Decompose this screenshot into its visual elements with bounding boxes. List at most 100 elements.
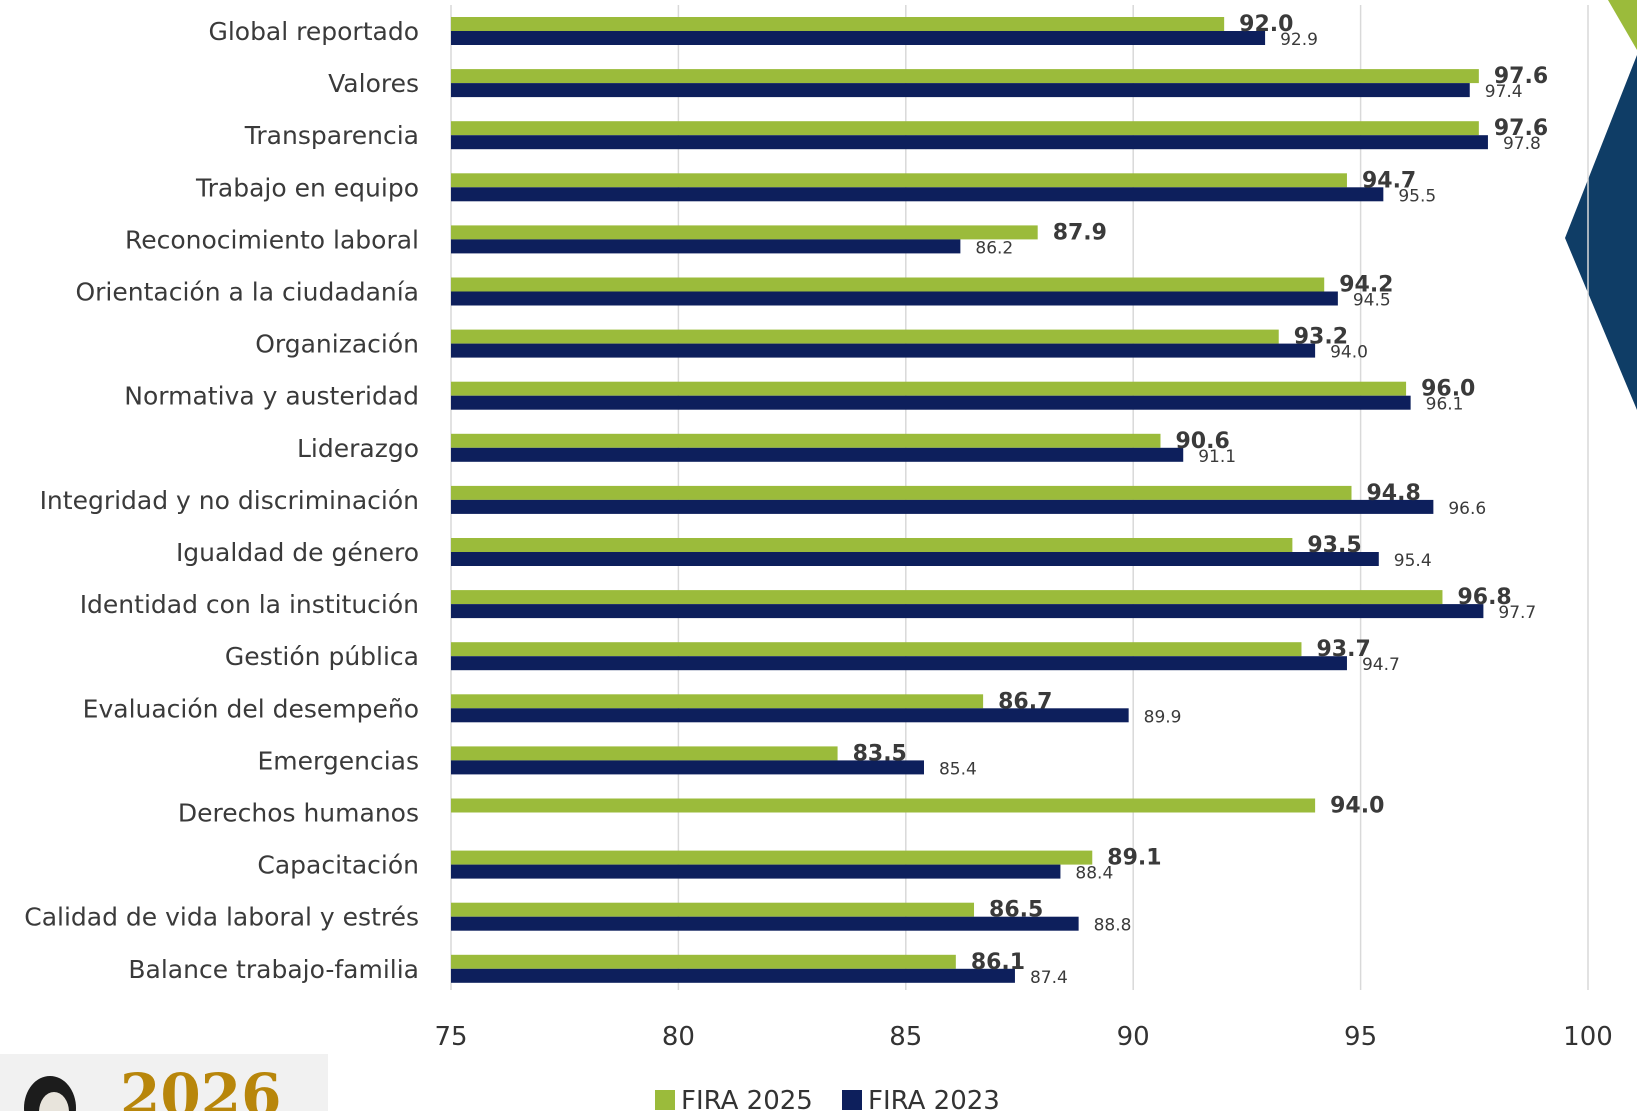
data-label-fira-2025-orientacion-a-la-ciudadania: 94.2 xyxy=(1339,273,1393,298)
data-label-fira-2023-normativa-y-austeridad: 96.1 xyxy=(1426,395,1464,415)
data-label-fira-2023-igualdad-de-genero: 95.4 xyxy=(1394,551,1432,571)
legend-label-fira-2023: FIRA 2023 xyxy=(868,1086,1000,1111)
bar-fira-2023-integridad-y-no-discriminacion xyxy=(451,499,1434,514)
data-label-fira-2023-identidad-con-la-institucion: 97.7 xyxy=(1498,603,1536,623)
bar-fira-2023-identidad-con-la-institucion xyxy=(451,604,1484,619)
bar-fira-2023-igualdad-de-genero xyxy=(451,552,1379,566)
data-label-fira-2023-calidad-de-vida-laboral-y-estres: 88.8 xyxy=(1094,916,1132,936)
bar-fira-2023-transparencia xyxy=(451,135,1488,150)
data-label-fira-2023-transparencia: 97.8 xyxy=(1503,134,1541,154)
category-label-liderazgo: Liderazgo xyxy=(297,434,419,463)
data-label-fira-2023-organizacion: 94.0 xyxy=(1330,343,1368,363)
data-label-fira-2023-trabajo-en-equipo: 95.5 xyxy=(1398,186,1436,206)
bar-fira-2025-derechos-humanos xyxy=(451,798,1316,813)
data-label-fira-2023-emergencias: 85.4 xyxy=(939,759,977,779)
bar-fira-2023-reconocimiento-laboral xyxy=(451,239,961,254)
category-label-integridad-y-no-discriminacion: Integridad y no discriminación xyxy=(40,486,419,515)
data-label-fira-2023-capacitacion: 88.4 xyxy=(1075,864,1113,884)
logo-year: 2026 xyxy=(120,1061,281,1111)
category-label-emergencias: Emergencias xyxy=(258,746,420,775)
data-label-fira-2025-trabajo-en-equipo: 94.7 xyxy=(1362,168,1416,193)
bar-fira-2023-gestion-publica xyxy=(451,656,1347,671)
bar-fira-2023-capacitacion xyxy=(451,864,1061,879)
category-label-gestion-publica: Gestión pública xyxy=(225,642,419,671)
data-label-fira-2025-evaluacion-del-desempeno: 86.7 xyxy=(998,689,1052,714)
bar-fira-2023-emergencias xyxy=(451,760,924,775)
x-axis-ticks: 75 80 85 90 95 100 xyxy=(434,1022,1612,1052)
category-label-global-reportado: Global reportado xyxy=(208,17,419,46)
bar-fira-2025-evaluacion-del-desempeno xyxy=(451,694,984,709)
bar-fira-2025-transparencia xyxy=(451,121,1479,136)
legend: FIRA 2025 FIRA 2023 xyxy=(655,1086,1000,1111)
bar-fira-2023-balance-trabajo-familia xyxy=(451,968,1015,983)
bar-fira-2025-global-reportado xyxy=(451,17,1225,31)
data-label-fira-2023-reconocimiento-laboral: 86.2 xyxy=(975,238,1013,258)
bar-fira-2023-global-reportado xyxy=(451,31,1266,45)
data-label-fira-2025-calidad-de-vida-laboral-y-estres: 86.5 xyxy=(989,898,1043,923)
bar-fira-2025-orientacion-a-la-ciudadania xyxy=(451,277,1325,292)
data-label-fira-2023-orientacion-a-la-ciudadania: 94.5 xyxy=(1353,291,1391,311)
legend-swatch-fira-2023 xyxy=(842,1090,862,1110)
category-label-normativa-y-austeridad: Normativa y austeridad xyxy=(124,382,419,411)
category-label-capacitacion: Capacitación xyxy=(257,851,419,880)
category-label-valores: Valores xyxy=(328,69,419,98)
data-label-fira-2025-identidad-con-la-institucion: 96.8 xyxy=(1457,585,1511,610)
bar-fira-2025-gestion-publica xyxy=(451,642,1302,657)
bar-fira-2025-calidad-de-vida-laboral-y-estres xyxy=(451,902,975,917)
category-label-evaluacion-del-desempeno: Evaluación del desempeño xyxy=(83,694,419,723)
data-label-fira-2025-global-reportado: 92.0 xyxy=(1239,12,1293,37)
data-label-fira-2025-emergencias: 83.5 xyxy=(853,741,907,766)
data-label-fira-2025-balance-trabajo-familia: 86.1 xyxy=(971,950,1025,975)
category-label-identidad-con-la-institucion: Identidad con la institución xyxy=(80,590,419,619)
bar-fira-2025-integridad-y-no-discriminacion xyxy=(451,485,1352,500)
bar-fira-2023-organizacion xyxy=(451,343,1316,358)
bar-fira-2025-liderazgo xyxy=(451,433,1161,448)
decor-navy-chevron xyxy=(1565,55,1637,410)
data-label-fira-2023-gestion-publica: 94.7 xyxy=(1362,655,1400,675)
data-label-fira-2025-gestion-publica: 93.7 xyxy=(1316,637,1370,662)
category-label-trabajo-en-equipo: Trabajo en equipo xyxy=(195,173,419,202)
x-tick-label-90: 90 xyxy=(1117,1022,1150,1052)
bar-fira-2025-capacitacion xyxy=(451,850,1093,865)
data-label-fira-2025-reconocimiento-laboral: 87.9 xyxy=(1053,220,1107,245)
category-label-organizacion: Organización xyxy=(255,330,419,359)
bar-fira-2025-reconocimiento-laboral xyxy=(451,225,1038,240)
bars xyxy=(451,17,1488,983)
x-tick-label-85: 85 xyxy=(889,1022,922,1052)
data-label-fira-2025-derechos-humanos: 94.0 xyxy=(1330,794,1384,819)
x-tick-label-80: 80 xyxy=(662,1022,695,1052)
bar-fira-2023-evaluacion-del-desempeno xyxy=(451,708,1129,723)
bar-fira-2025-valores xyxy=(451,69,1479,84)
x-tick-label-95: 95 xyxy=(1344,1022,1377,1052)
category-label-balance-trabajo-familia: Balance trabajo-familia xyxy=(128,955,419,984)
portrait-face-icon xyxy=(39,1092,69,1111)
decor-green-triangle xyxy=(1608,0,1637,50)
category-label-reconocimiento-laboral: Reconocimiento laboral xyxy=(125,225,419,254)
data-label-fira-2025-transparencia: 97.6 xyxy=(1494,116,1548,141)
bar-fira-2025-identidad-con-la-institucion xyxy=(451,590,1443,605)
data-label-fira-2023-integridad-y-no-discriminacion: 96.6 xyxy=(1448,499,1486,519)
bar-fira-2023-liderazgo xyxy=(451,447,1184,462)
category-label-calidad-de-vida-laboral-y-estres: Calidad de vida laboral y estrés xyxy=(24,903,419,932)
data-label-fira-2023-evaluacion-del-desempeno: 89.9 xyxy=(1144,707,1182,727)
data-labels: 92.092.997.697.497.697.894.795.587.986.2… xyxy=(853,12,1549,988)
bar-fira-2025-normativa-y-austeridad xyxy=(451,381,1407,396)
data-label-fira-2025-integridad-y-no-discriminacion: 94.8 xyxy=(1367,481,1421,506)
data-label-fira-2023-valores: 97.4 xyxy=(1485,82,1523,102)
logo: 2026 xyxy=(0,1054,328,1111)
data-label-fira-2025-capacitacion: 89.1 xyxy=(1107,846,1161,871)
data-label-fira-2025-organizacion: 93.2 xyxy=(1294,325,1348,350)
bar-fira-2025-emergencias xyxy=(451,746,838,761)
data-label-fira-2023-liderazgo: 91.1 xyxy=(1198,447,1236,467)
category-label-igualdad-de-genero: Igualdad de género xyxy=(176,538,419,567)
data-label-fira-2025-igualdad-de-genero: 93.5 xyxy=(1307,533,1361,558)
legend-swatch-fira-2025 xyxy=(655,1090,675,1110)
data-label-fira-2023-balance-trabajo-familia: 87.4 xyxy=(1030,968,1068,988)
bar-fira-2025-balance-trabajo-familia xyxy=(451,954,956,969)
bar-fira-2023-trabajo-en-equipo xyxy=(451,187,1384,202)
category-labels: Global reportado Valores Transparencia Trab… xyxy=(24,17,419,984)
bar-fira-2023-normativa-y-austeridad xyxy=(451,395,1411,410)
category-label-transparencia: Transparencia xyxy=(244,121,419,150)
data-label-fira-2025-liderazgo: 90.6 xyxy=(1175,429,1229,454)
